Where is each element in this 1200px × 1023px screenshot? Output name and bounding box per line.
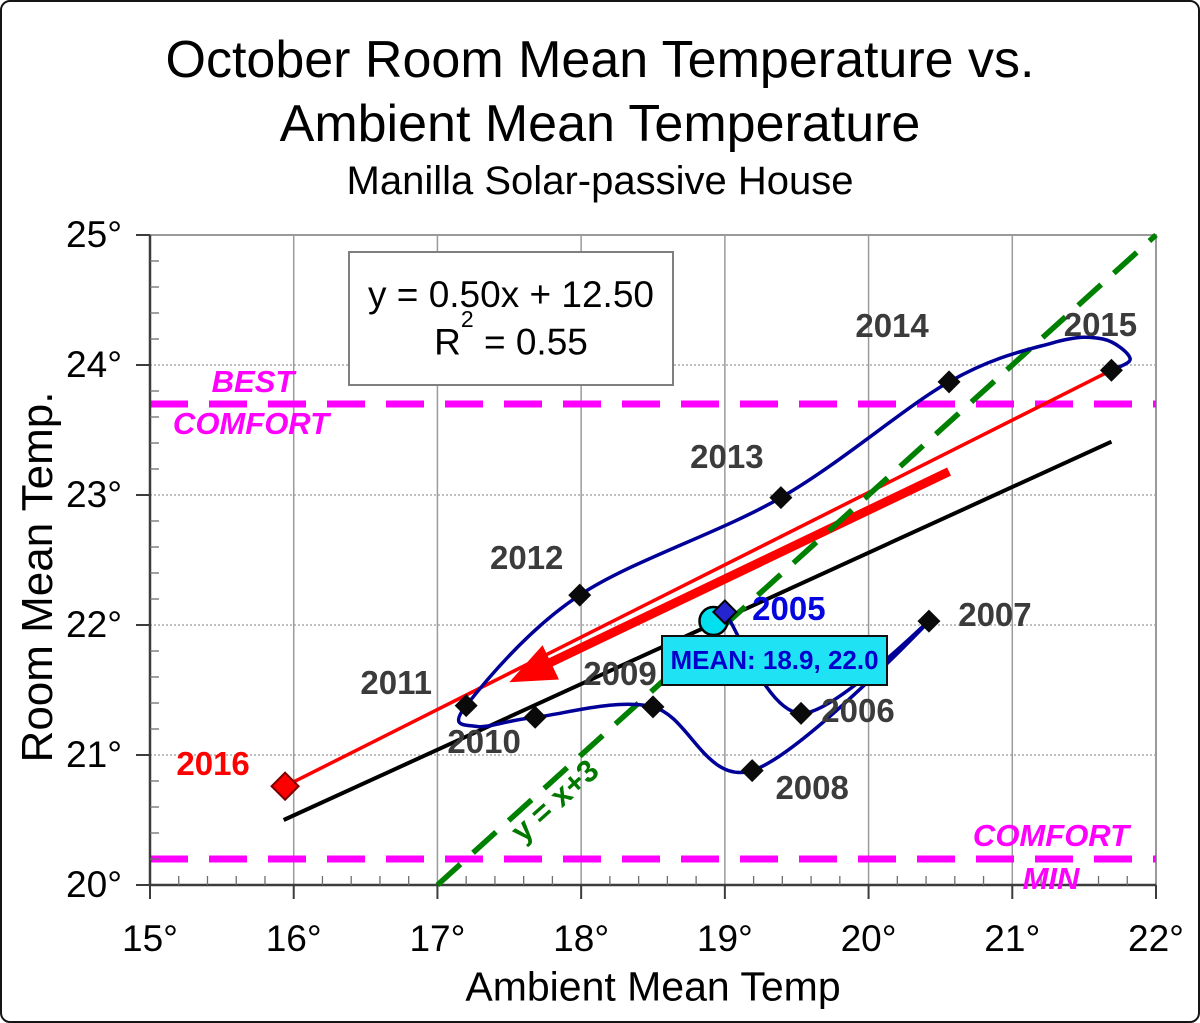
- year-label-2015: 2015: [1063, 306, 1138, 344]
- year-label-2007: 2007: [958, 596, 1032, 634]
- y-tick-label-20: 20°: [66, 864, 122, 905]
- year-label-2010: 2010: [447, 723, 521, 761]
- year-point-2007: [917, 609, 941, 633]
- year-point-2015: [1099, 358, 1123, 382]
- y-tick-label-23: 23°: [66, 474, 122, 515]
- y-tick-label-21: 21°: [66, 734, 122, 775]
- year-label-2012: 2012: [489, 539, 564, 577]
- year-label-2005: 2005: [752, 590, 826, 627]
- year-point-2013: [769, 486, 793, 510]
- y-tick-label-25: 25°: [66, 214, 122, 255]
- r-squared-text: R2 = 0.55: [434, 305, 588, 363]
- regression-equation-box: y = 0.50x + 12.50 R2 = 0.55: [348, 251, 674, 386]
- year-label-2008: 2008: [775, 768, 849, 806]
- x-tick-label-19: 19°: [696, 918, 753, 959]
- chart-subtitle: Manilla Solar-passive House: [346, 159, 854, 203]
- comfort-min-label-line1: COMFORT: [972, 818, 1130, 853]
- chart-title-line2: Ambient Mean Temperature: [279, 95, 921, 153]
- x-tick-label-20: 20°: [840, 918, 897, 959]
- reference-line-y-x plus-3: [435, 232, 1158, 888]
- year-point-2012: [568, 583, 592, 607]
- x-tick-label-15: 15°: [122, 918, 178, 959]
- year-label-2014: 2014: [855, 306, 929, 344]
- x-tick-label-18: 18°: [553, 918, 610, 959]
- x-tick-label-22: 22°: [1128, 918, 1184, 959]
- chart-title-line1: October Room Mean Temperature vs.: [165, 31, 1035, 89]
- year-point-2006: [789, 701, 813, 725]
- year-point-2010: [523, 705, 547, 729]
- y-tick-label-24: 24°: [66, 344, 122, 385]
- x-tick-label-16: 16°: [265, 918, 322, 959]
- year-label-2013: 2013: [690, 437, 764, 475]
- y-axis-title: Room Mean Temp.: [13, 391, 62, 763]
- year-point-2011: [454, 694, 478, 718]
- regression-line: [282, 439, 1113, 822]
- year-point-2016: [270, 771, 301, 802]
- x-tick-label-17: 17°: [409, 918, 466, 959]
- year-point-2008: [740, 759, 764, 783]
- x-axis-title: Ambient Mean Temp: [465, 963, 841, 1010]
- mean-annotation-box: MEAN: 18.9, 22.0: [661, 635, 888, 686]
- comfort-min-label-line2: MIN: [1022, 861, 1080, 896]
- x-tick-label-21: 21°: [984, 918, 1041, 959]
- trend-arrow-head: [509, 645, 559, 683]
- year-point-2014: [937, 370, 961, 394]
- year-point-2005: [711, 599, 738, 625]
- year-label-2016: 2016: [176, 745, 250, 783]
- year-label-2006: 2006: [821, 692, 895, 730]
- year-point-2009: [641, 695, 665, 719]
- trend-arrow-shaft: [545, 467, 951, 669]
- y-tick-label-22: 22°: [66, 604, 122, 645]
- regression-equation-text: y = 0.50x + 12.50: [368, 273, 654, 315]
- title-block: October Room Mean Temperature vs. Ambien…: [2, 28, 1198, 206]
- year-label-2009: 2009: [583, 654, 657, 692]
- red-2016-2015-line: [284, 368, 1113, 788]
- best-comfort-label-line1: BEST: [211, 364, 295, 399]
- year-label-2011: 2011: [360, 663, 432, 701]
- best-comfort-label-line2: COMFORT: [172, 406, 330, 441]
